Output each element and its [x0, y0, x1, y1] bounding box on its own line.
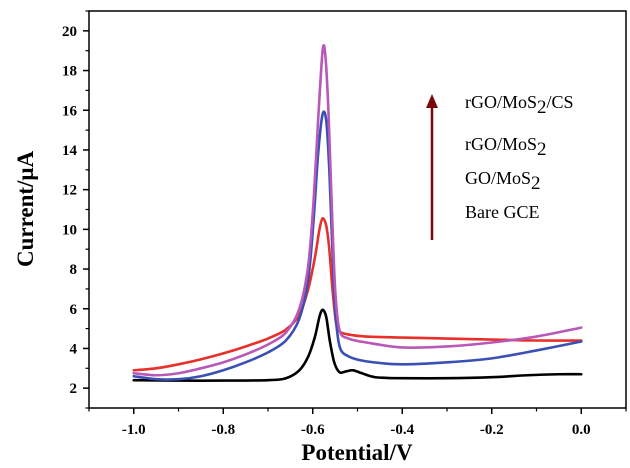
series-line-2	[132, 110, 583, 381]
series-line-0	[132, 308, 583, 382]
y-tick-label: 10	[62, 222, 77, 238]
legend-entry: rGO/MoS2	[465, 134, 547, 160]
legend-subscript: 2	[537, 139, 547, 160]
y-tick-label: 12	[62, 183, 77, 199]
x-tick-label: -0.4	[390, 422, 414, 438]
y-tick-label: 6	[70, 302, 78, 318]
legend-subscript: 2	[537, 97, 547, 118]
legend-suffix: /CS	[547, 92, 574, 112]
x-tick-label: -0.8	[211, 422, 235, 438]
y-tick-label: 16	[62, 103, 78, 119]
x-tick-label: -0.6	[301, 422, 325, 438]
series-line-3	[132, 43, 583, 377]
y-tick-label: 8	[70, 262, 78, 278]
y-tick-label: 4	[70, 341, 78, 357]
y-tick-label: 20	[62, 24, 77, 40]
series-group	[132, 43, 583, 382]
y-tick-label: 14	[62, 143, 78, 159]
legend-entry: Bare GCE	[465, 202, 539, 222]
x-tick-label: 0.0	[572, 422, 591, 438]
y-axis-title: Current/μA	[13, 151, 38, 267]
x-tick-label: -0.2	[480, 422, 504, 438]
series-line-1	[132, 217, 583, 372]
axis-ticks: -1.0 -0.8 -0.6 -0.4 -0.2 0.0 2 4 6 8 10 12 14 16 18 20	[62, 10, 627, 438]
x-tick-label: -1.0	[122, 422, 146, 438]
y-tick-label: 18	[62, 64, 77, 80]
legend: rGO/MoS2/CS rGO/MoS2 GO/MoS2 Bare GCE	[426, 92, 574, 240]
y-tick-label: 2	[70, 381, 78, 397]
legend-entry: GO/MoS2	[465, 168, 541, 194]
legend-entry: rGO/MoS2/CS	[465, 92, 574, 118]
legend-arrow-head	[426, 94, 438, 108]
x-axis-title: Potential/V	[301, 440, 413, 465]
legend-subscript: 2	[531, 173, 541, 194]
